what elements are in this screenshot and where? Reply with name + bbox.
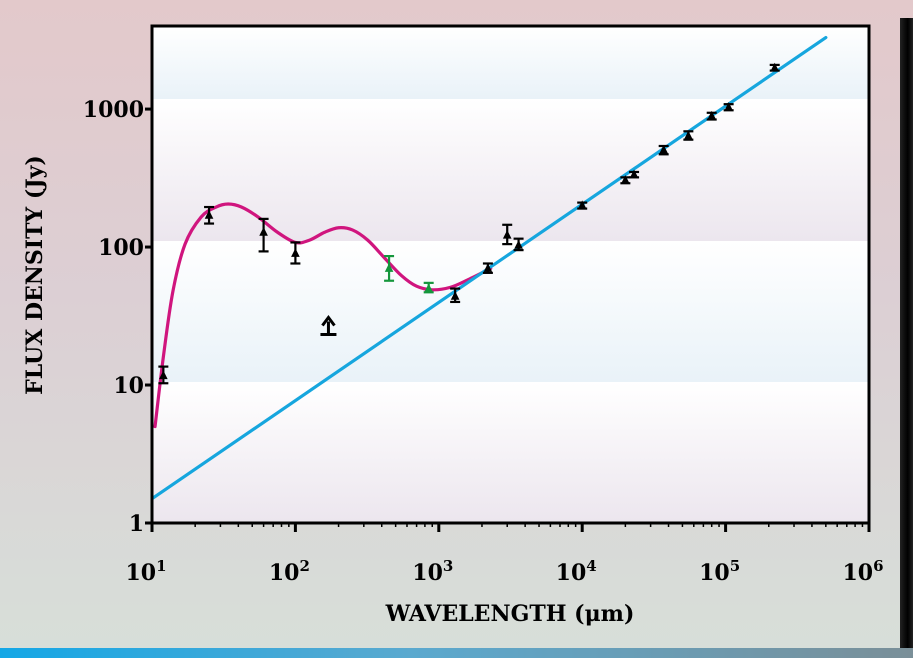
x-tick-label: 101 [125,557,166,586]
y-tick-label: 1000 [83,97,144,123]
y-tick-label: 10 [113,373,144,399]
side-decoration-bar [900,18,913,658]
x-tick-label: 106 [842,557,883,586]
data-point [658,144,669,156]
x-tick-label: 104 [556,557,597,586]
data-point [290,241,301,265]
data-point [513,237,524,252]
data-point [384,254,395,282]
data-point [769,62,780,72]
y-tick-label: 100 [98,235,144,261]
data-point [502,223,513,246]
plot-background [152,26,869,523]
bottom-decoration-strip [0,648,913,658]
data-point [204,205,215,225]
data-point [683,130,694,141]
data-point [577,200,588,210]
data-point [450,287,461,304]
y-axis-label: FLUX DENSITY (Jy) [22,155,48,395]
data-point [158,365,169,385]
lower-limit-marker [320,315,337,337]
x-tick-label: 102 [269,557,310,586]
x-tick-label: 103 [412,557,453,586]
data-point [423,281,434,294]
y-tick-label: 1 [129,511,144,537]
plot-frame [150,24,871,525]
data-point [620,175,631,185]
dust-free-free-model-line [153,202,493,429]
data-point [723,102,734,112]
data-point [482,262,493,274]
data-point [258,217,269,253]
data-point [629,169,640,179]
x-axis-label: WAVELENGTH (μm) [385,601,635,627]
x-tick-label: 105 [699,557,740,586]
data-point [706,110,717,121]
